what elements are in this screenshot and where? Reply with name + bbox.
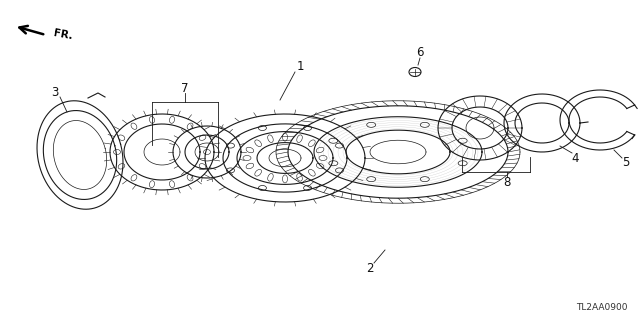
Text: 6: 6 — [416, 46, 424, 60]
Text: 5: 5 — [622, 156, 630, 170]
Text: 7: 7 — [181, 82, 189, 94]
Text: 8: 8 — [503, 175, 511, 188]
Text: 3: 3 — [51, 85, 59, 99]
Text: 1: 1 — [296, 60, 304, 74]
Text: FR.: FR. — [53, 28, 74, 42]
Text: 4: 4 — [572, 151, 579, 164]
Text: TL2AA0900: TL2AA0900 — [577, 303, 628, 312]
Text: 2: 2 — [366, 261, 374, 275]
